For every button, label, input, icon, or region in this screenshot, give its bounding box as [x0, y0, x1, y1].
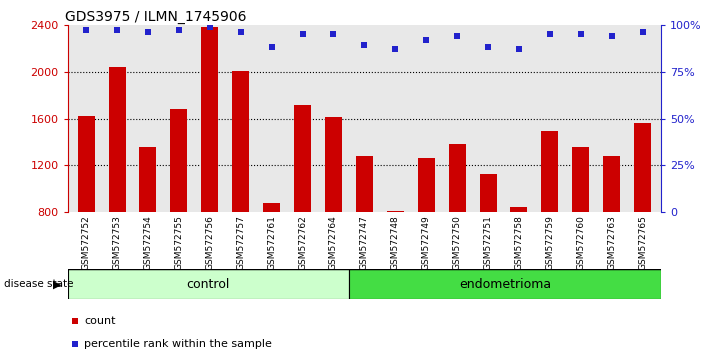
- Bar: [294, 104, 311, 212]
- Bar: [634, 123, 651, 212]
- Text: GSM572749: GSM572749: [422, 215, 431, 270]
- Text: control: control: [186, 278, 230, 291]
- Text: GSM572762: GSM572762: [298, 215, 307, 270]
- Bar: [356, 156, 373, 212]
- Text: GSM572764: GSM572764: [329, 215, 338, 270]
- Text: GSM572752: GSM572752: [82, 215, 90, 270]
- Text: GSM572753: GSM572753: [112, 215, 122, 270]
- Bar: [449, 144, 466, 212]
- Bar: [263, 203, 280, 212]
- Bar: [171, 109, 188, 212]
- Text: count: count: [84, 316, 116, 326]
- Bar: [572, 147, 589, 212]
- Text: GSM572763: GSM572763: [607, 215, 616, 270]
- Bar: [510, 207, 528, 212]
- Bar: [541, 131, 558, 212]
- Text: GSM572757: GSM572757: [236, 215, 245, 270]
- Text: GSM572750: GSM572750: [453, 215, 461, 270]
- Bar: [109, 67, 126, 212]
- Bar: [68, 269, 349, 299]
- Bar: [325, 117, 342, 212]
- Text: GSM572761: GSM572761: [267, 215, 276, 270]
- Bar: [201, 27, 218, 212]
- Text: GDS3975 / ILMN_1745906: GDS3975 / ILMN_1745906: [65, 10, 246, 24]
- Bar: [232, 70, 250, 212]
- Bar: [479, 174, 496, 212]
- Text: GSM572758: GSM572758: [515, 215, 523, 270]
- Bar: [603, 156, 620, 212]
- Bar: [77, 116, 95, 212]
- Text: GSM572756: GSM572756: [205, 215, 214, 270]
- Text: ▶: ▶: [53, 279, 62, 289]
- Text: GSM572755: GSM572755: [174, 215, 183, 270]
- Text: GSM572748: GSM572748: [391, 215, 400, 270]
- Text: percentile rank within the sample: percentile rank within the sample: [84, 339, 272, 349]
- Bar: [349, 269, 661, 299]
- Text: GSM572747: GSM572747: [360, 215, 369, 270]
- Bar: [418, 158, 434, 212]
- Text: disease state: disease state: [4, 279, 73, 289]
- Text: endometrioma: endometrioma: [459, 278, 551, 291]
- Text: GSM572765: GSM572765: [638, 215, 647, 270]
- Text: GSM572754: GSM572754: [144, 215, 152, 270]
- Text: GSM572759: GSM572759: [545, 215, 555, 270]
- Text: GSM572760: GSM572760: [577, 215, 585, 270]
- Bar: [387, 211, 404, 212]
- Bar: [139, 147, 156, 212]
- Text: GSM572751: GSM572751: [483, 215, 493, 270]
